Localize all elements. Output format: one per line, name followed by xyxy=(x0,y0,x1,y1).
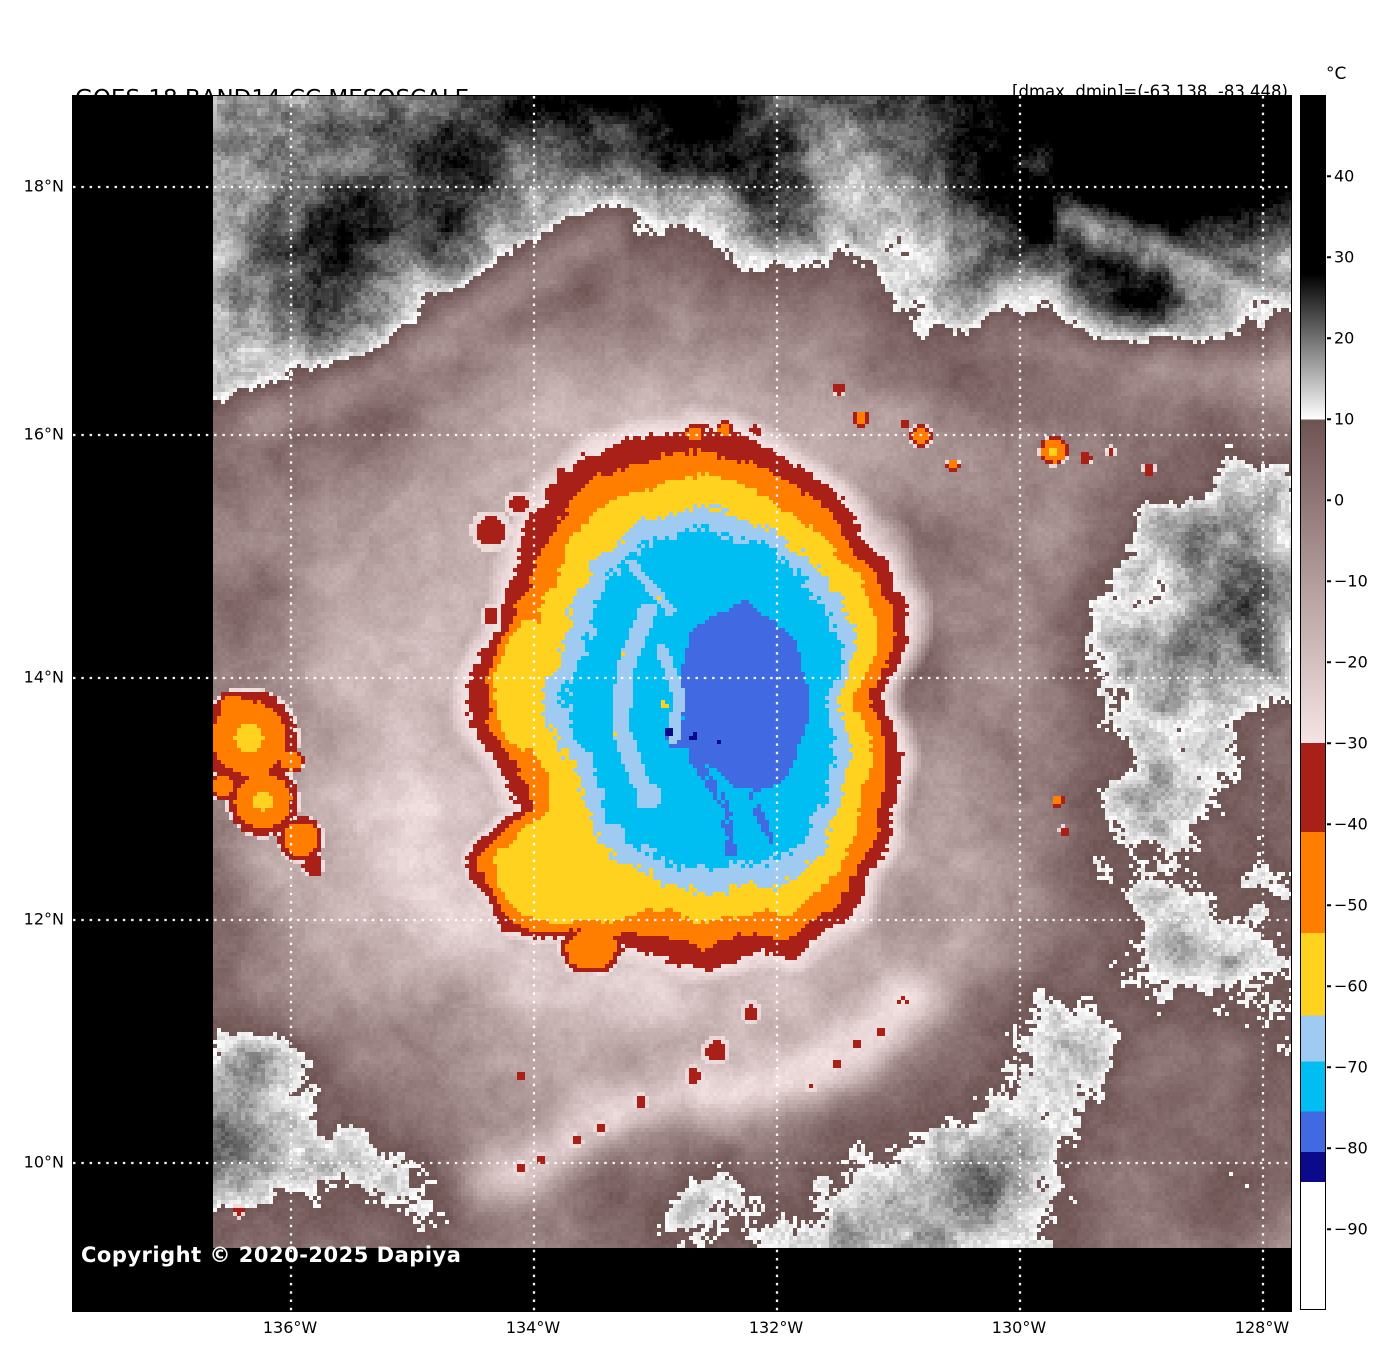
colorbar-tick-20: 20 xyxy=(1334,328,1355,348)
colorbar-tickmark xyxy=(1327,904,1331,906)
colorbar-tick-30: 30 xyxy=(1334,247,1355,267)
colorbar-tick-10: 10 xyxy=(1334,409,1355,429)
lat-label-12N: 12°N xyxy=(23,909,64,929)
colorbar-tickmark xyxy=(1327,580,1331,582)
colorbar-tick-0: 0 xyxy=(1334,490,1345,510)
colorbar-tick--90: −90 xyxy=(1334,1219,1368,1239)
colorbar-tickmark xyxy=(1327,985,1331,987)
colorbar-tickmark xyxy=(1327,337,1331,339)
colorbar-tickmark xyxy=(1327,661,1331,663)
lat-label-14N: 14°N xyxy=(23,667,64,687)
colorbar-tick--80: −80 xyxy=(1334,1138,1368,1158)
lon-label-136W: 136°W xyxy=(262,1318,318,1337)
colorbar xyxy=(1300,95,1326,1310)
colorbar-tickmark xyxy=(1327,499,1331,501)
satellite-map: Copyright © 2020-2025 Dapiya xyxy=(72,95,1292,1312)
lon-label-128W: 128°W xyxy=(1234,1318,1290,1337)
colorbar-tick--20: −20 xyxy=(1334,652,1368,672)
colorbar-tickmark xyxy=(1327,256,1331,258)
colorbar-tickmark xyxy=(1327,742,1331,744)
colorbar-tickmark xyxy=(1327,1147,1331,1149)
colorbar-tickmark xyxy=(1327,1228,1331,1230)
ir-image-canvas xyxy=(73,96,1291,1311)
colorbar-tickmark xyxy=(1327,823,1331,825)
colorbar-tickmark xyxy=(1327,1066,1331,1068)
lon-label-130W: 130°W xyxy=(991,1318,1047,1337)
colorbar-tick--60: −60 xyxy=(1334,976,1368,996)
lat-label-10N: 10°N xyxy=(23,1152,64,1172)
graticule-gridlines xyxy=(73,96,1291,1311)
colorbar-unit-label: °C xyxy=(1326,64,1347,84)
colorbar-tick--70: −70 xyxy=(1334,1057,1368,1077)
colorbar-tick--50: −50 xyxy=(1334,895,1368,915)
colorbar-tick--40: −40 xyxy=(1334,814,1368,834)
lat-label-16N: 16°N xyxy=(23,424,64,444)
lon-label-134W: 134°W xyxy=(505,1318,561,1337)
colorbar-tickmark xyxy=(1327,418,1331,420)
lat-label-18N: 18°N xyxy=(23,176,64,196)
colorbar-tickmark xyxy=(1327,175,1331,177)
colorbar-tick-40: 40 xyxy=(1334,166,1355,186)
colorbar-scale xyxy=(1301,96,1325,1309)
colorbar-tick--30: −30 xyxy=(1334,733,1368,753)
copyright-label: Copyright © 2020-2025 Dapiya xyxy=(81,1243,462,1267)
lon-label-132W: 132°W xyxy=(748,1318,804,1337)
colorbar-tick--10: −10 xyxy=(1334,571,1368,591)
